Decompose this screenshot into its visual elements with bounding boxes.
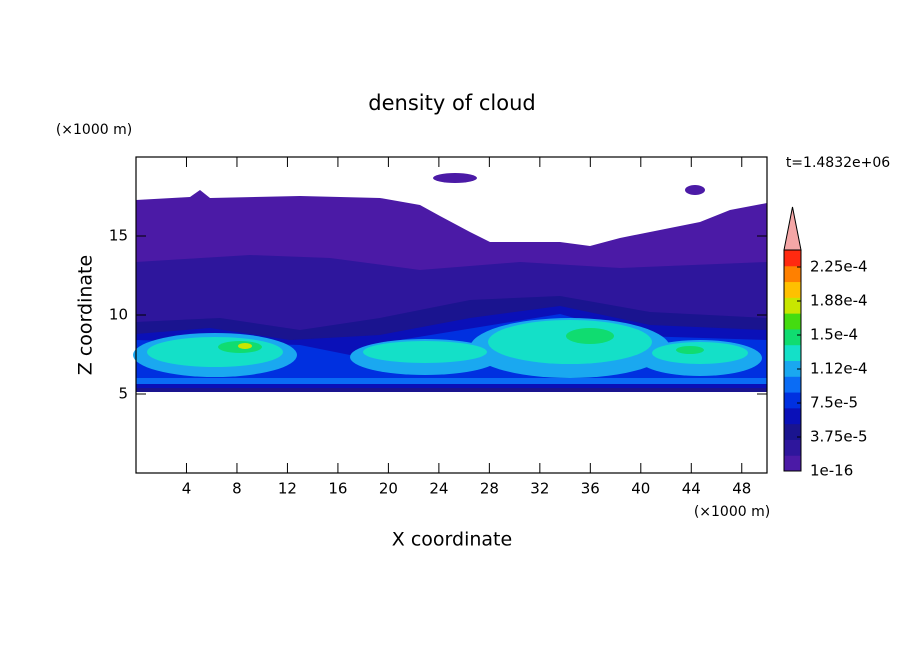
- colorbar-band: [784, 297, 801, 314]
- colorbar-extend: [783, 206, 802, 251]
- colorbar-band: [784, 344, 801, 361]
- colorbar-frame: [783, 249, 802, 472]
- y-unit: (×1000 m): [56, 122, 132, 138]
- colorbar-band: [784, 407, 801, 425]
- x-tick-label: 16: [328, 480, 347, 498]
- x-tick-label: 12: [278, 480, 297, 498]
- x-tick-label: 8: [232, 480, 242, 498]
- colorbar-tick-label: 1.88e-4: [810, 292, 868, 310]
- colorbar-band: [784, 313, 801, 330]
- x-tick-label: 44: [682, 480, 701, 498]
- y-tick-label: 5: [118, 385, 128, 403]
- y-axis-label: Z coordinate: [75, 255, 97, 375]
- y-tick-label: 10: [109, 306, 128, 324]
- x-tick-label: 40: [631, 480, 650, 498]
- x-tick-label: 32: [530, 480, 549, 498]
- x-axis-label: X coordinate: [392, 529, 512, 551]
- colorbar-tick-label: 2.25e-4: [810, 258, 868, 276]
- colorbar-band: [784, 265, 801, 283]
- time-label: t=1.4832e+06: [786, 155, 890, 171]
- colorbar-tick-label: 7.5e-5: [810, 394, 858, 412]
- x-tick-label: 28: [480, 480, 499, 498]
- contour-field: [133, 173, 767, 392]
- colorbar-tick-label: 1.5e-4: [810, 326, 858, 344]
- x-tick-label: 36: [581, 480, 600, 498]
- x-tick-label: 4: [182, 480, 192, 498]
- colorbar-tick-label: 1e-16: [810, 462, 853, 480]
- colorbar-band: [784, 328, 801, 346]
- x-tick-label: 48: [732, 480, 751, 498]
- colorbar-tick-label: 1.12e-4: [810, 360, 868, 378]
- colorbar-band: [784, 250, 801, 267]
- colorbar-tick-label: 3.75e-5: [810, 428, 868, 446]
- colorbar-band: [784, 423, 801, 440]
- x-tick-label: 24: [429, 480, 448, 498]
- colorbar-band: [784, 360, 801, 377]
- colorbar-band: [784, 392, 801, 409]
- chart-title: density of cloud: [368, 91, 535, 115]
- colorbar-band: [784, 376, 801, 393]
- x-unit: (×1000 m): [694, 504, 770, 520]
- colorbar-band: [784, 439, 801, 456]
- colorbar-band: [784, 455, 801, 472]
- colorbar-band: [784, 281, 801, 298]
- y-tick-label: 15: [109, 227, 128, 245]
- x-tick-label: 20: [379, 480, 398, 498]
